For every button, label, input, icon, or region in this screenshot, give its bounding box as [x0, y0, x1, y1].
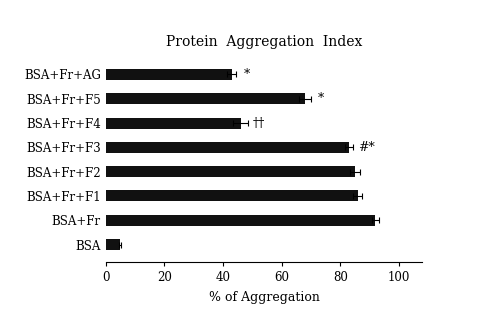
Bar — [106, 239, 120, 250]
Bar — [106, 142, 349, 153]
Bar — [106, 190, 358, 201]
Bar — [106, 93, 305, 104]
Bar — [106, 215, 375, 226]
Bar — [106, 69, 232, 80]
Text: ††: †† — [252, 116, 264, 130]
Bar — [106, 166, 355, 177]
Text: #*: #* — [358, 141, 374, 154]
Bar — [106, 118, 240, 129]
Title: Protein  Aggregation  Index: Protein Aggregation Index — [166, 35, 362, 49]
Text: *: * — [243, 68, 250, 81]
Text: *: * — [318, 92, 324, 105]
X-axis label: % of Aggregation: % of Aggregation — [209, 291, 319, 304]
